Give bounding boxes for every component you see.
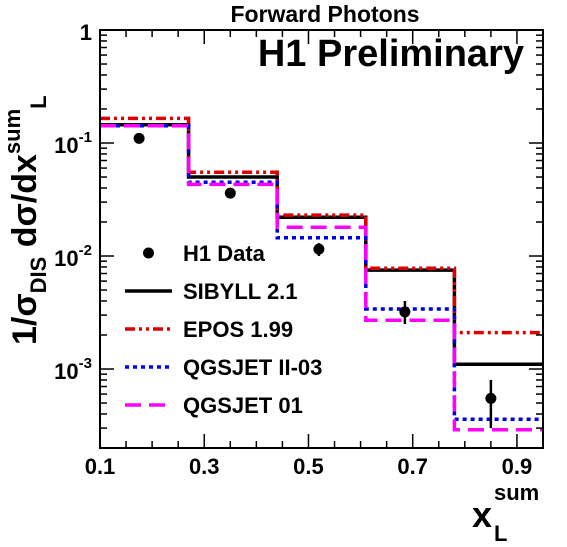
y-tick-label-0: 1 (80, 20, 92, 45)
plot-area (100, 116, 543, 432)
x-axis-sub: L (494, 521, 507, 546)
legend-marker-data (143, 247, 154, 259)
y-axis-sup: sum (0, 109, 25, 154)
axes: 0.1 0.3 0.5 0.7 0.9 1 10-1 10-2 10-3 (54, 20, 544, 479)
x-axis-sup: sum (494, 480, 539, 505)
data-point-4 (485, 392, 497, 404)
x-axis-title: x sum L (472, 480, 539, 546)
data-point-1 (224, 187, 236, 199)
x-tick-label-1: 0.3 (189, 454, 220, 479)
legend: H1 Data SIBYLL 2.1 EPOS 1.99 QGSJET II-03 QG… (125, 241, 322, 418)
x-tick-label-3: 0.7 (397, 454, 428, 479)
legend-label-3: QGSJET 01 (183, 393, 303, 418)
data-point-0 (133, 132, 145, 144)
legend-label-data: H1 Data (183, 241, 266, 266)
legend-label-1: EPOS 1.99 (183, 317, 293, 342)
y-axis-prefix-sub: DIS (26, 257, 51, 294)
legend-label-2: QGSJET II-03 (183, 355, 322, 380)
y-axis-prefix: 1/σ (6, 293, 44, 345)
legend-label-0: SIBYLL 2.1 (183, 279, 298, 304)
y-axis-body: dσ/dx (6, 154, 44, 257)
y-tick-label-1: 10-1 (54, 129, 92, 158)
chart-title: Forward Photons (230, 1, 419, 27)
y-tick-label-3: 10-3 (54, 355, 92, 384)
x-tick-label-4: 0.9 (502, 454, 533, 479)
svg-text:1/σDIS dσ/dxsumL: 1/σDIS dσ/dxsumL (0, 95, 51, 345)
plot-frame (99, 29, 544, 449)
y-axis-title: 1/σDIS dσ/dxsumL (0, 95, 51, 345)
series-line-3 (100, 124, 543, 432)
preliminary-annotation: H1 Preliminary (258, 33, 524, 75)
y-tick-label-2: 10-2 (54, 242, 92, 271)
y-axis-sub: L (26, 95, 51, 108)
x-axis-base: x (472, 494, 492, 535)
data-point-2 (313, 243, 325, 255)
x-tick-label-2: 0.5 (293, 454, 324, 479)
x-tick-label-0: 0.1 (85, 454, 116, 479)
series-line-2 (100, 124, 543, 421)
data-point-3 (399, 306, 411, 318)
